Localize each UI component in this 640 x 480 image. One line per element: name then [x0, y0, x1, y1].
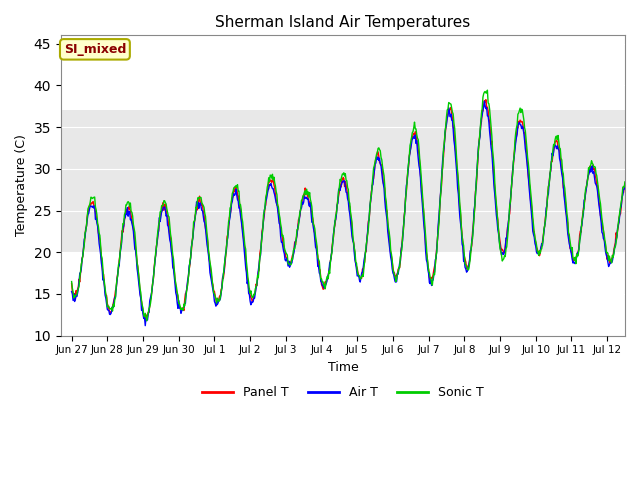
Y-axis label: Temperature (C): Temperature (C) [15, 134, 28, 237]
Bar [61, 110, 625, 252]
Text: SI_mixed: SI_mixed [64, 43, 126, 56]
Title: Sherman Island Air Temperatures: Sherman Island Air Temperatures [215, 15, 470, 30]
X-axis label: Time: Time [328, 361, 358, 374]
Legend: Panel T, Air T, Sonic T: Panel T, Air T, Sonic T [197, 382, 489, 405]
